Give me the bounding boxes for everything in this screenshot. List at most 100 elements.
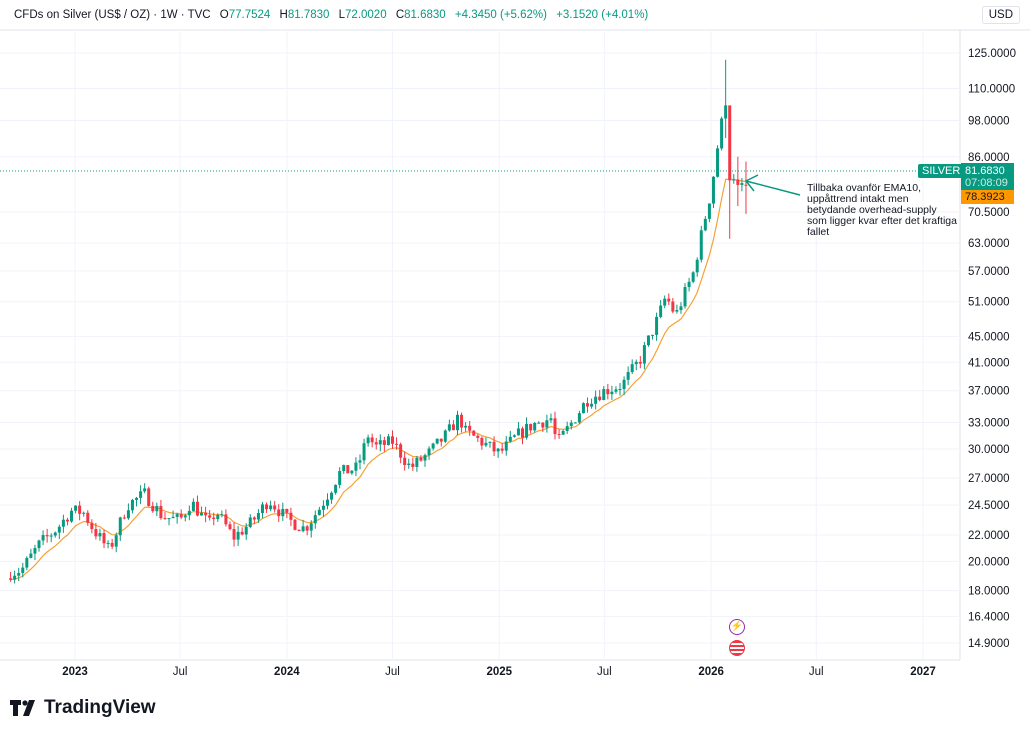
time-tick: 2023: [62, 666, 88, 678]
candle-body: [476, 435, 480, 438]
candle-body: [594, 396, 598, 404]
candle-body: [159, 506, 163, 519]
candle-body: [468, 425, 472, 431]
candle-body: [171, 516, 175, 519]
candle-body: [130, 499, 134, 511]
time-tick: 2026: [698, 666, 724, 678]
candle-body: [382, 440, 386, 446]
candle-body: [350, 470, 354, 474]
candle-body: [716, 148, 720, 177]
candle-body: [451, 424, 455, 431]
open-label: O: [219, 9, 229, 21]
candle-body: [102, 533, 106, 544]
price-tick: 27.0000: [968, 473, 1010, 485]
price-tick: 18.0000: [968, 586, 1010, 598]
candle-body: [45, 535, 49, 537]
candle-body: [618, 389, 622, 391]
candle-body: [82, 512, 86, 514]
candle-body: [94, 529, 98, 537]
us-flag-event-icon[interactable]: [729, 640, 745, 656]
candle-body: [65, 519, 69, 522]
candle-body: [683, 287, 687, 307]
price-tick: 20.0000: [968, 556, 1010, 568]
candle-body: [330, 492, 334, 500]
candle-body: [74, 505, 78, 511]
low-value: 72.0020: [345, 9, 387, 21]
candle-body: [232, 529, 236, 540]
candle-body: [200, 512, 204, 516]
candle-body: [651, 334, 655, 336]
candle-body: [565, 426, 569, 431]
symbol-title[interactable]: CFDs on Silver (US$ / OZ) · 1W · TVC: [14, 9, 211, 21]
candle-body: [61, 519, 65, 527]
close-label: C: [395, 9, 405, 21]
candle-body: [460, 414, 464, 428]
candle-body: [557, 434, 561, 436]
candle-body: [622, 379, 626, 390]
candle-body: [691, 272, 695, 282]
candle-body: [439, 438, 443, 442]
candle-body: [334, 484, 338, 493]
candle-body: [659, 305, 663, 317]
candle-body: [695, 259, 699, 273]
price-tick: 30.0000: [968, 444, 1010, 456]
lightning-event-icon[interactable]: ⚡: [729, 619, 745, 635]
price-tick: 70.5000: [968, 207, 1010, 219]
candle-body: [577, 413, 581, 423]
candle-body: [240, 531, 244, 535]
candle-body: [488, 441, 492, 443]
price-tick: 86.0000: [968, 152, 1010, 164]
candle-body: [480, 437, 484, 446]
candle-body: [541, 422, 545, 428]
candle-body: [167, 518, 171, 520]
candle-body: [183, 515, 187, 518]
candle-body: [374, 442, 378, 445]
price-tick: 33.0000: [968, 417, 1010, 429]
candle-body: [305, 526, 309, 531]
candle-body: [699, 230, 703, 260]
candle-body: [179, 514, 183, 518]
candle-body: [309, 523, 313, 531]
candle-body: [21, 567, 25, 573]
candle-body: [155, 506, 159, 512]
candle-body: [411, 463, 415, 467]
time-tick: 2024: [274, 666, 300, 678]
candle-body: [9, 578, 13, 580]
candle-body: [419, 457, 423, 461]
candle-body: [86, 512, 90, 523]
candle-body: [703, 218, 707, 231]
candle-body: [732, 179, 736, 181]
candle-body: [427, 448, 431, 456]
price-tick: 14.9000: [968, 638, 1010, 650]
price-tick: 51.0000: [968, 297, 1010, 309]
candle-body: [301, 526, 305, 532]
candle-body: [53, 532, 57, 536]
price-tick: 41.0000: [968, 357, 1010, 369]
candle-body: [736, 179, 740, 185]
candle-body: [423, 455, 427, 461]
candle-body: [553, 418, 557, 435]
candle-body: [573, 422, 577, 424]
candle-body: [642, 345, 646, 364]
candle-body: [500, 448, 504, 451]
candle-body: [630, 364, 634, 373]
tradingview-logo-icon: [10, 700, 35, 716]
candle-body: [216, 514, 220, 520]
close-value: 81.6830: [404, 9, 446, 21]
candle-body: [236, 531, 240, 540]
tradingview-logo[interactable]: TradingView: [10, 697, 156, 719]
time-tick: Jul: [597, 666, 612, 678]
candle-body: [78, 505, 82, 514]
change2-value: +3.1520 (+4.01%): [556, 9, 649, 21]
candle-body: [212, 517, 216, 520]
chart-annotation[interactable]: Tillbaka ovanför EMA10, uppåttrend intak…: [807, 182, 957, 238]
price-tick: 63.0000: [968, 238, 1010, 250]
candle-body: [110, 542, 114, 547]
currency-button[interactable]: USD: [981, 6, 1020, 24]
candle-body: [646, 335, 650, 346]
candle-body: [25, 557, 29, 568]
candle-body: [508, 436, 512, 442]
price-tick: 22.0000: [968, 530, 1010, 542]
candle-body: [545, 420, 549, 428]
